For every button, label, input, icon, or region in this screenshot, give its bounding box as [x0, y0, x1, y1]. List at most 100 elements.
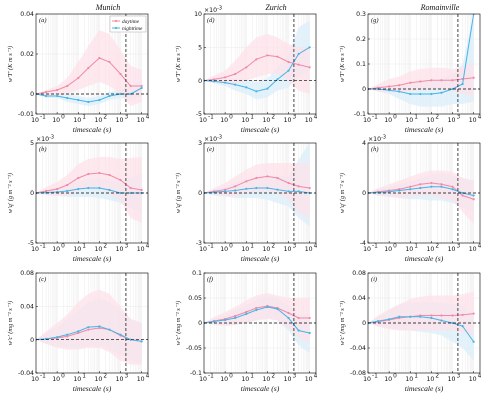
x-tick-exponent: 4	[314, 244, 318, 250]
x-tick-exponent: 2	[271, 374, 275, 380]
x-tick-exponent: 4	[314, 115, 318, 121]
daytime-data-point	[388, 85, 391, 88]
panel-letter: (c)	[39, 276, 46, 283]
y-tick-label: 0	[198, 320, 202, 327]
y-multiplier-label: ×10-3	[204, 6, 222, 15]
x-tick-exponent: -1	[208, 374, 214, 380]
nighttime-data-point	[266, 305, 269, 309]
nighttime-data-point	[409, 315, 412, 318]
legend-nighttime-marker	[114, 26, 118, 30]
x-axis-label: timescale (s)	[241, 254, 280, 263]
daytime-data-point	[255, 176, 258, 180]
daytime-data-point	[255, 306, 258, 310]
x-tick-exponent: 4	[478, 115, 482, 121]
daytime-data-point	[66, 84, 69, 88]
daytime-data-point	[224, 188, 227, 191]
daytime-data-point	[451, 79, 454, 82]
y-tick-label: 0	[30, 190, 34, 197]
daytime-data-point	[87, 66, 90, 70]
y-tick-label: 10	[194, 11, 202, 18]
nighttime-data-point	[98, 325, 101, 328]
daytime-data-point	[129, 186, 132, 190]
nighttime-data-point	[398, 315, 401, 318]
daytime-data-point	[129, 84, 132, 88]
nighttime-data-point	[461, 191, 464, 195]
daytime-data-point	[56, 88, 59, 92]
y-tick-label: 0.2	[356, 36, 366, 43]
nighttime-data-point	[255, 308, 258, 312]
nighttime-data-point	[66, 333, 69, 336]
legend-nighttime-label: nighttime	[122, 26, 143, 32]
nighttime-data-point	[398, 90, 401, 93]
daytime-data-point	[276, 176, 279, 180]
daytime-data-point	[440, 314, 443, 317]
daytime-data-point	[77, 176, 80, 180]
nighttime-data-point	[388, 190, 391, 193]
x-tick-exponent: 2	[103, 115, 107, 121]
x-tick-label: 10	[448, 246, 456, 253]
nighttime-data-point	[108, 328, 111, 331]
x-tick-exponent: 3	[125, 244, 129, 250]
panel-d: 10 -1 10 0 10 1 10 2 10 3 10 4-50510×10-3(d)timesca…	[175, 6, 318, 135]
y-tick-label: 0.3	[356, 11, 366, 18]
x-tick-label: 10	[73, 376, 81, 383]
x-tick-exponent: 1	[82, 115, 86, 121]
daytime-uncertainty-band	[204, 163, 310, 218]
nighttime-data-point	[419, 315, 422, 318]
y-tick-label: -5	[28, 240, 34, 247]
x-tick-label: 10	[284, 246, 292, 253]
x-tick-exponent: 2	[103, 374, 107, 380]
nighttime-data-point	[276, 307, 279, 311]
nighttime-data-point	[388, 89, 391, 92]
daytime-data-point	[66, 183, 69, 187]
x-tick-label: 10	[137, 246, 145, 253]
y-axis-label: w'q' (g m⁻² s⁻¹)	[7, 173, 14, 213]
x-tick-exponent: 1	[414, 374, 418, 380]
nighttime-data-point	[419, 92, 422, 96]
daytime-uncertainty-band	[368, 291, 474, 336]
nighttime-data-point	[472, 340, 475, 343]
x-tick-label: 10	[31, 376, 39, 383]
nighttime-data-point	[66, 189, 69, 193]
x-tick-exponent: 0	[61, 115, 65, 121]
nighttime-data-point	[129, 92, 132, 96]
y-tick-label: -5	[196, 111, 202, 118]
panel-letter: (b)	[39, 146, 46, 153]
y-tick-label: -3	[196, 240, 202, 247]
x-tick-label: 10	[384, 246, 392, 253]
x-tick-label: 10	[469, 376, 477, 383]
x-tick-label: 10	[426, 246, 434, 253]
x-tick-label: 10	[220, 376, 228, 383]
nighttime-data-point	[440, 185, 443, 188]
nighttime-data-point	[140, 86, 143, 90]
series-group	[368, 291, 475, 361]
x-axis-label: timescale (s)	[73, 384, 112, 393]
daytime-data-point	[140, 188, 143, 192]
x-tick-exponent: 2	[271, 244, 275, 250]
daytime-data-point	[297, 316, 300, 320]
x-tick-exponent: 4	[146, 244, 150, 250]
nighttime-data-point	[297, 52, 300, 56]
nighttime-data-point	[44, 94, 48, 98]
daytime-data-point	[419, 183, 422, 186]
x-tick-label: 10	[199, 376, 207, 383]
column-title-romainville: Romainville	[420, 3, 460, 12]
nighttime-data-point	[409, 92, 412, 96]
nighttime-data-point	[77, 187, 80, 191]
x-tick-exponent: 3	[293, 374, 297, 380]
x-tick-exponent: 0	[229, 374, 233, 380]
x-tick-exponent: 1	[250, 374, 254, 380]
axes-frame	[203, 13, 317, 115]
x-tick-exponent: 2	[103, 244, 107, 250]
x-tick-label: 10	[52, 117, 60, 124]
y-multiplier-label: ×10-3	[36, 135, 54, 144]
nighttime-data-point	[77, 98, 80, 102]
daytime-data-point	[451, 185, 454, 188]
x-tick-exponent: 1	[250, 244, 254, 250]
daytime-data-point	[212, 78, 216, 81]
x-tick-label: 10	[305, 376, 313, 383]
y-tick-label: 0	[198, 190, 202, 197]
panel-f: 10 -1 10 0 10 1 10 2 10 3 10 4-0.1-0.0500.050.1(f)t…	[175, 270, 318, 393]
nighttime-data-point	[245, 187, 248, 190]
x-tick-label: 10	[31, 117, 39, 124]
